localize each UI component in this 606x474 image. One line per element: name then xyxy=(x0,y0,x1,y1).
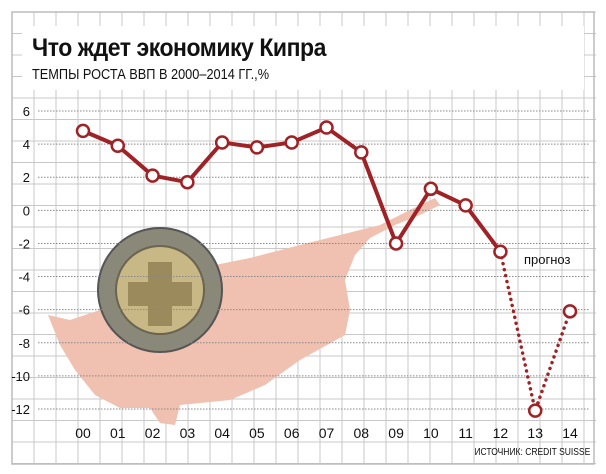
y-tick-label: -10 xyxy=(11,369,30,384)
y-tick-label: -4 xyxy=(18,270,30,285)
coin-emblem xyxy=(128,262,192,326)
x-tick-label: 12 xyxy=(493,425,509,441)
data-point xyxy=(75,123,91,139)
y-tick-label: 6 xyxy=(23,104,30,119)
forecast-label: прогноз xyxy=(524,252,571,267)
data-point xyxy=(493,244,508,259)
x-tick-label: 09 xyxy=(388,425,404,441)
x-tick-label: 03 xyxy=(180,425,196,441)
y-tick-label: 0 xyxy=(23,203,30,218)
chart-title: Что ждет экономику Кипра xyxy=(32,34,326,62)
frame xyxy=(11,11,595,465)
data-point xyxy=(110,138,126,154)
y-tick-label: 2 xyxy=(23,170,30,185)
cyprus-map xyxy=(48,198,440,425)
data-point xyxy=(145,168,160,183)
data-point xyxy=(388,236,404,251)
data-point xyxy=(562,304,578,319)
y-tick-label: -6 xyxy=(18,303,30,318)
data-point xyxy=(214,135,230,150)
data-point xyxy=(319,120,334,135)
data-point xyxy=(284,135,299,150)
data-point xyxy=(423,181,439,197)
data-point xyxy=(458,198,473,213)
y-tick-label: -12 xyxy=(11,402,30,417)
x-tick-label: 06 xyxy=(284,425,300,441)
x-tick-label: 04 xyxy=(214,425,230,441)
y-tick-label: -2 xyxy=(18,236,30,251)
data-point xyxy=(527,403,543,418)
forecast-line xyxy=(498,249,572,418)
y-tick-label: 4 xyxy=(23,137,30,152)
data-point xyxy=(180,174,195,190)
data-point xyxy=(354,145,369,160)
x-tick-label: 14 xyxy=(562,425,578,441)
x-tick-label: 13 xyxy=(527,425,543,441)
x-tick-label: 02 xyxy=(145,425,161,441)
y-tick-label: -8 xyxy=(18,336,30,351)
chart-subtitle: ТЕМПЫ РОСТА ВВП В 2000–2014 ГГ.,% xyxy=(32,66,270,83)
x-tick-label: 07 xyxy=(319,425,335,441)
x-tick-label: 00 xyxy=(75,425,91,441)
data-point xyxy=(249,140,265,155)
header-box: Что ждет экономику Кипра ТЕМПЫ РОСТА ВВП… xyxy=(22,26,584,90)
x-tick-label: 08 xyxy=(353,425,369,441)
x-tick-label: 01 xyxy=(110,425,126,441)
x-tick-label: 11 xyxy=(458,425,473,441)
x-tick-label: 05 xyxy=(249,425,265,441)
source-note: ИСТОЧНИК: CREDIT SUISSE xyxy=(474,447,590,458)
x-tick-label: 10 xyxy=(423,425,439,441)
